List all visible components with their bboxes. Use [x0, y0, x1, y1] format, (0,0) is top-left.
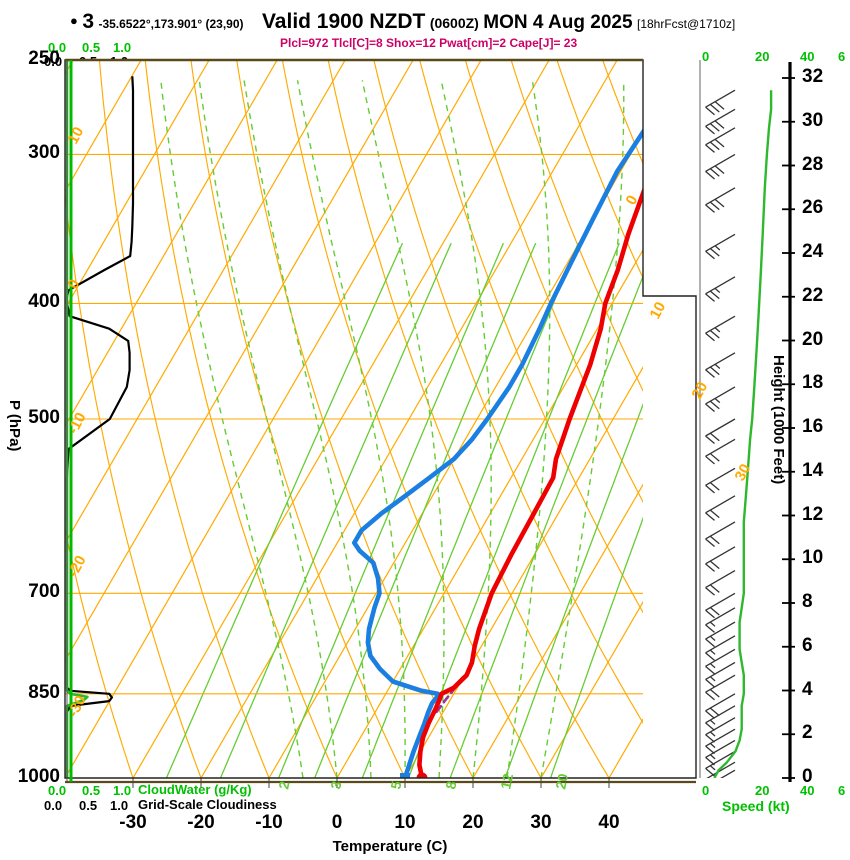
sounding-traces — [352, 127, 643, 778]
pressure-tick-500: 500 — [28, 407, 60, 428]
temperature-tick--20: -20 — [187, 812, 215, 833]
sounding-stats: Plcl=972 Tlcl[C]=8 Shox=12 Pwat[cm]=2 Ca… — [280, 36, 578, 50]
temperature-tick-10: 10 — [394, 812, 416, 833]
speed-bottom-tick-3: 6 — [838, 783, 846, 798]
isotherm-label-10: 10 — [65, 124, 88, 147]
height-tick-24: 24 — [802, 241, 824, 262]
pressure-tick-400: 400 — [28, 291, 60, 313]
isotherm-label-right-10: 10 — [647, 299, 670, 322]
pressure-tick-250: 250 — [28, 48, 60, 69]
speed-axis-title: Speed (kt) — [722, 798, 790, 814]
temperature-tick-0: 0 — [331, 812, 343, 833]
speed-bottom-tick-0: 0 — [702, 783, 710, 798]
station-coords: -35.6522°,173.901° (23,90) — [98, 17, 244, 31]
height-tick-18: 18 — [802, 372, 824, 394]
height-tick-20: 20 — [802, 328, 824, 350]
height-tick-14: 14 — [802, 459, 824, 481]
pressure-tick-850: 850 — [28, 681, 60, 703]
wind-barbs — [705, 89, 736, 778]
height-tick-12: 12 — [802, 503, 824, 525]
mixing-ratio-label-8: 8 — [442, 779, 459, 790]
pressure-tick-300: 300 — [28, 142, 60, 164]
height-tick-10: 10 — [802, 547, 824, 569]
mixing-ratio-label-5: 5 — [387, 779, 404, 790]
cloudiness-bottom-tick-0: 0.0 — [44, 798, 63, 813]
temperature-tick-20: 20 — [462, 812, 484, 833]
forecast-info: [18hrFcst@1710z] — [636, 17, 736, 31]
height-axis-title: Height (1000 Feet) — [770, 355, 787, 485]
cloudwater-tick-2: 1.0 — [113, 40, 132, 55]
height-tick-22: 22 — [802, 284, 824, 306]
height-tick-30: 30 — [802, 109, 824, 131]
mixing-ratio-label-20: 20 — [552, 772, 571, 791]
temperature-tick-40: 40 — [598, 812, 620, 833]
valid-date: MON 4 Aug 2025 — [483, 12, 633, 33]
speed-top-tick-0: 0 — [702, 49, 710, 64]
cloudwater-bottom-tick-0: 0.0 — [48, 783, 67, 798]
cloudwater-tick-1: 0.5 — [82, 40, 101, 55]
mixing-ratio-label-3: 3 — [327, 779, 344, 790]
pressure-tick-1000: 1000 — [17, 766, 60, 787]
pressure-axis-title: P (hPa) — [6, 400, 23, 452]
cloudiness-bottom-tick-1: 0.5 — [79, 798, 98, 813]
cloudwater-bottom-tick-1: 0.5 — [82, 783, 101, 798]
valid-time: Valid 1900 NZDT — [261, 10, 426, 33]
height-tick-4: 4 — [802, 678, 813, 700]
temperature-axis-title: Temperature (C) — [332, 838, 448, 855]
speed-bottom-tick-2: 40 — [800, 783, 815, 798]
height-tick-0: 0 — [802, 766, 813, 787]
height-tick-16: 16 — [802, 416, 824, 437]
height-tick-28: 28 — [802, 153, 824, 175]
cloudwater-bottom-tick-2: 1.0 — [113, 783, 132, 798]
cloudiness-tick-0: 0.0 — [44, 54, 63, 69]
height-tick-32: 32 — [802, 66, 824, 87]
cloudiness-bottom-tick-2: 1.0 — [110, 798, 129, 813]
isotherm-label-right-20: 20 — [689, 379, 712, 402]
station-number: 3 — [82, 10, 94, 33]
speed-top-tick-2: 40 — [800, 49, 815, 64]
station-marker-icon: ● — [70, 13, 78, 28]
wind-speed-curve — [713, 90, 773, 778]
speed-top-tick-1: 20 — [755, 49, 770, 64]
isotherm-label-right-30: 30 — [732, 461, 755, 484]
cloudiness-legend-label: Grid-Scale Cloudiness — [138, 797, 277, 812]
speed-top-tick-3: 6 — [838, 49, 846, 64]
speed-bottom-tick-1: 20 — [755, 783, 770, 798]
height-tick-8: 8 — [802, 591, 813, 612]
mixing-ratio-label-2: 2 — [275, 779, 292, 790]
height-tick-26: 26 — [802, 197, 824, 219]
temperature-tick-30: 30 — [530, 812, 552, 833]
height-tick-2: 2 — [802, 722, 813, 744]
temperature-tick--30: -30 — [119, 812, 147, 833]
valid-utc: (0600Z) — [429, 15, 479, 31]
mixing-ratio-lines — [160, 80, 643, 778]
temperature-tick--10: -10 — [255, 812, 283, 833]
cloudwater-tick-0: 0.0 — [48, 40, 67, 55]
mixing-ratio-label-12: 12 — [497, 772, 516, 791]
header-line: ● 3 -35.6522°,173.901° (23,90) Valid 190… — [70, 10, 735, 34]
cloudwater-legend-label: CloudWater (g/Kg) — [138, 782, 252, 797]
height-tick-6: 6 — [802, 634, 813, 656]
height-ticks — [782, 77, 795, 779]
pressure-tick-700: 700 — [28, 581, 60, 603]
